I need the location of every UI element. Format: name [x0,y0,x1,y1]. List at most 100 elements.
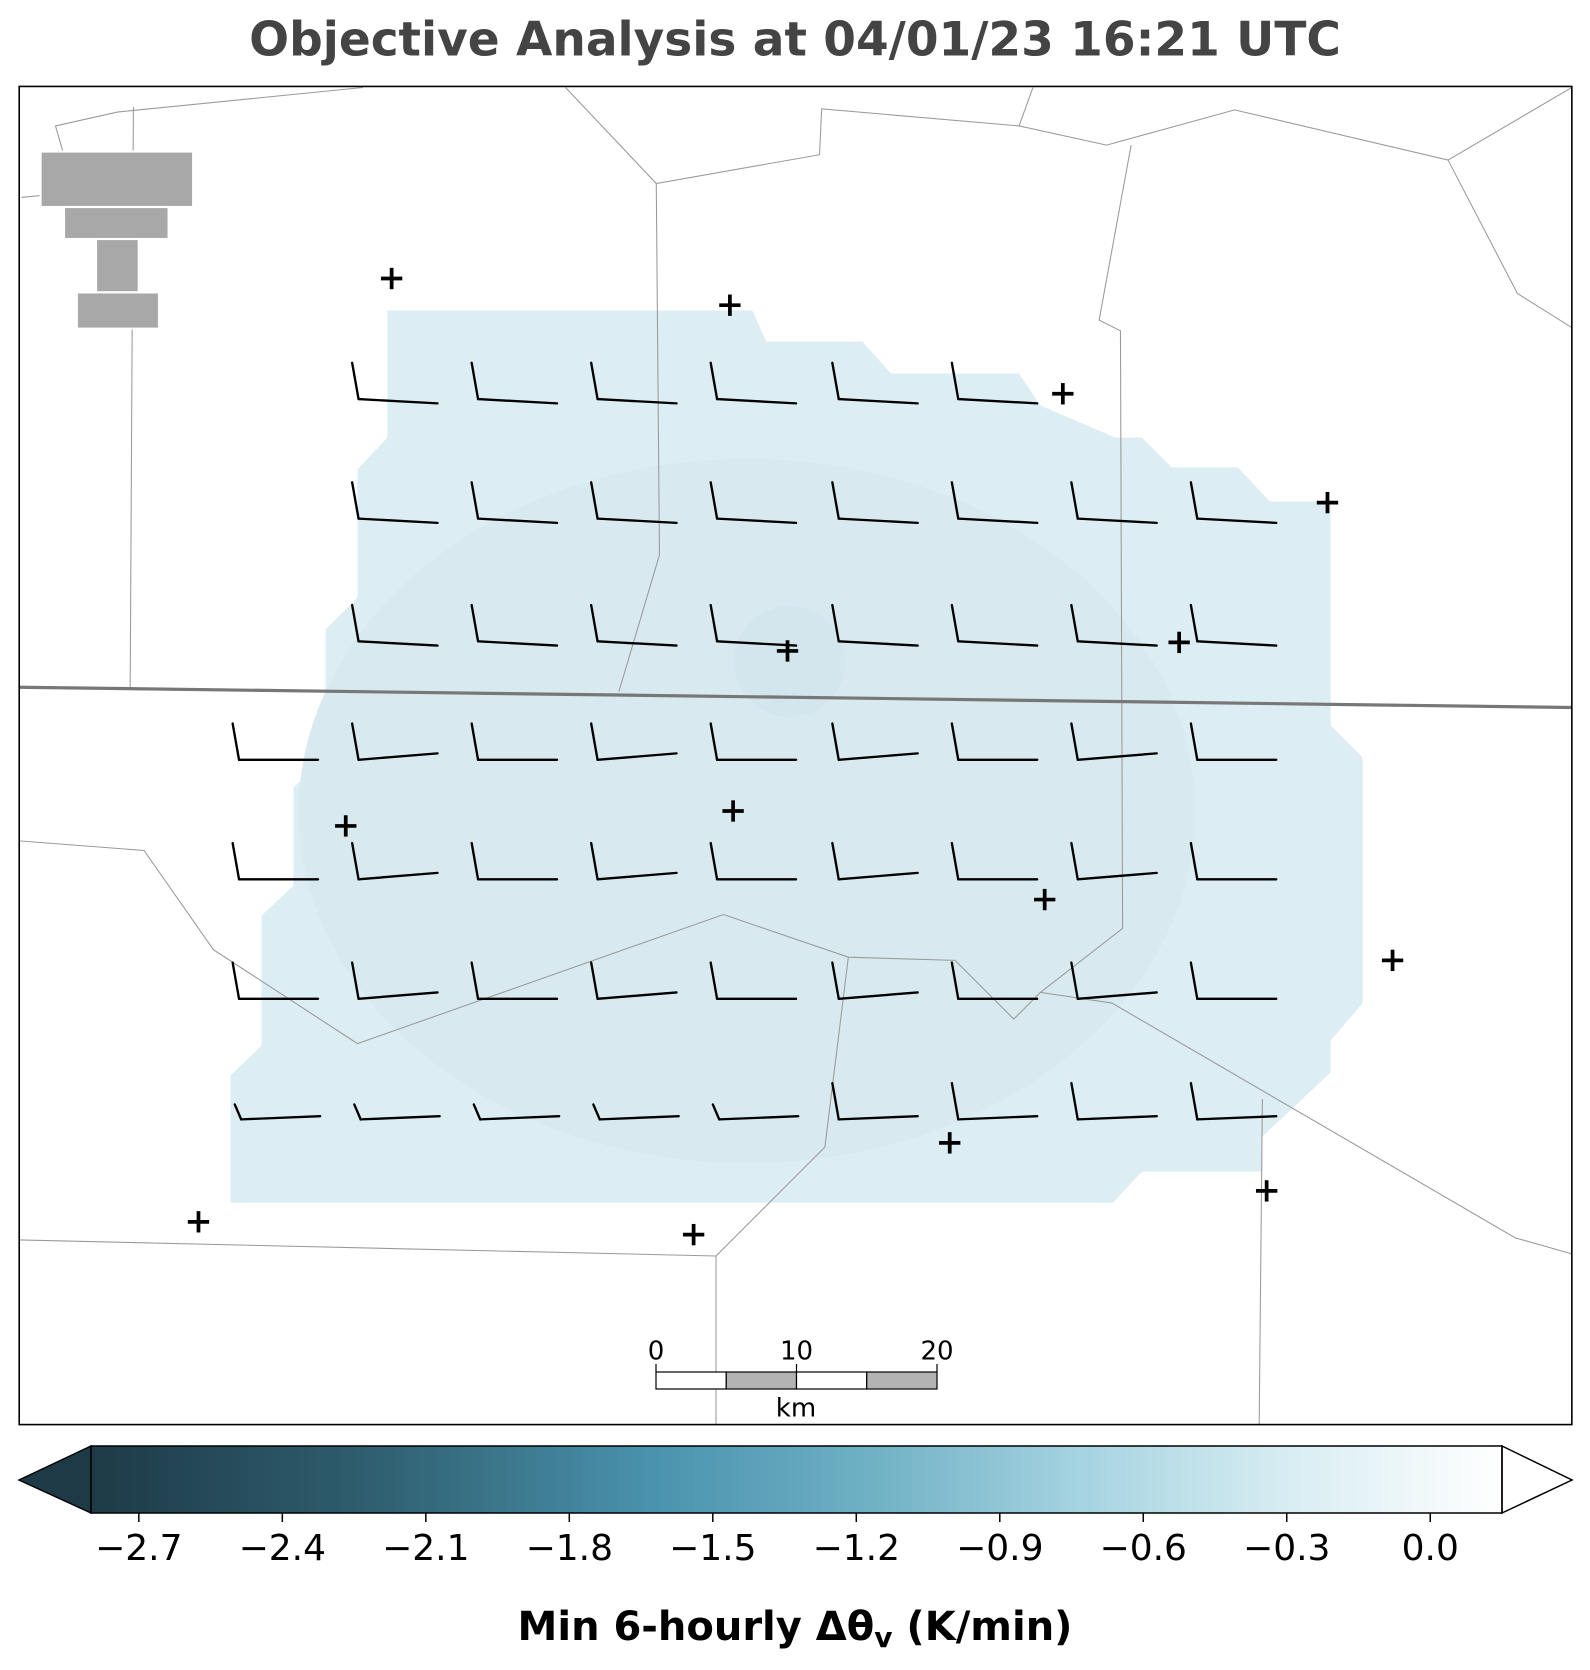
wind-barb-flag [1070,841,1079,881]
wind-barb [357,640,439,647]
scale-unit: km [776,1394,816,1424]
scale-segment [866,1371,938,1390]
wind-barb [837,991,919,1000]
colorbar-tick-label: −2.1 [382,1528,469,1569]
wind-barb [1196,1115,1278,1121]
wind-barb-flag [711,1103,721,1121]
wind-barb-flag [231,722,241,761]
wind-barb [715,640,798,647]
wind-barb-flag [1070,1081,1079,1121]
label-end: (K/min) [892,1604,1072,1650]
wind-barb-flag [589,603,599,643]
wind-barb [715,517,798,525]
colorbar-extend-max [1501,1444,1574,1515]
wind-barb [957,517,1039,525]
wind-barb-flag [231,961,241,1000]
wind-barb-flag [350,481,360,520]
colorbar-tick-label: −0.6 [1100,1528,1187,1569]
wind-barb-flag [350,841,360,881]
wind-barb-flag [950,722,960,761]
wind-barb-flag [589,722,599,761]
wind-barb-flag [950,841,960,881]
wind-barb [357,517,439,525]
wind-barb-flag [589,961,599,1000]
colorbar-body [91,1446,1502,1513]
wind-barb-flag [709,361,719,401]
wind-barb-flag [1070,961,1079,1000]
wind-barb-flag [592,1103,601,1121]
scale-tick-label: 0 [648,1337,665,1367]
wind-barb-flag [470,841,480,881]
wind-barb [837,640,919,647]
wind-barb-flag [831,361,840,401]
wind-barb-flag [1189,961,1199,1000]
wind-barb-flag [1070,481,1079,520]
wind-barb-flag [350,722,360,761]
analysis-shading [298,458,1196,1164]
wind-barb-flag [709,961,719,1000]
wind-barb [957,1115,1039,1121]
colorbar [17,1444,1574,1515]
wind-barb [476,640,559,647]
colorbar-tick-label: −1.2 [813,1528,900,1569]
wind-barb-flag [470,481,480,520]
wind-barb-flag [350,603,360,643]
wind-barb [1076,517,1158,525]
wind-barb-flag [709,722,719,761]
logo [39,150,195,330]
wind-barb [1076,991,1158,1000]
wind-barb-flag [950,1081,960,1121]
wind-barb [476,517,559,525]
scale-segment [795,1371,868,1390]
map-frame [18,85,1573,1426]
wind-barb [1196,517,1278,525]
wind-barb-flag [589,361,599,401]
wind-barb [837,517,919,525]
wind-barb [598,1115,680,1121]
wind-barb [715,397,798,405]
wind-barb-flag [1189,481,1199,520]
wind-barb [357,871,439,881]
scale-bar: 0 10 20 [648,1337,954,1390]
wind-barb-flag [1070,603,1079,643]
wind-barb-flag [709,603,719,643]
wind-barb-flag [950,961,960,1000]
wind-barb-flag [831,841,840,881]
wind-barb [1196,640,1278,647]
title: Objective Analysis at 04/01/23 16:21 UTC [249,13,1341,68]
county-lines [19,86,1572,1425]
colorbar-label: Min 6-hourly Δθv (K/min) [518,1604,1073,1654]
wind-barb [837,397,919,405]
wind-barb-flag [950,361,960,401]
wind-barb [357,991,439,1000]
wind-barb [596,397,678,405]
colorbar-tick-label: −1.5 [669,1528,756,1569]
colorbar-outline [90,1445,1503,1514]
wind-barb [837,871,919,881]
wind-barb-flag [350,961,360,1000]
wind-barb-flag [1189,603,1199,643]
colorbar-tick-label: −1.8 [526,1528,613,1569]
scale-tick-label: 10 [780,1337,813,1367]
wind-barb-flag [950,603,960,643]
wind-barb-flag [950,481,960,520]
wind-barb-flag [709,481,719,520]
wind-barb-flag [1189,1081,1199,1121]
colorbar-tick-label: −0.9 [956,1528,1043,1569]
wind-barb-flag [231,841,241,881]
wind-barb-flag [1070,722,1079,761]
wind-barb [1076,640,1158,647]
wind-barb [239,1115,322,1121]
wind-barb-flag [353,1103,362,1121]
wind-barb-flag [709,841,719,881]
wind-barb [1076,752,1158,761]
wind-barb-flag [470,603,480,643]
colorbar-tick-label: −2.4 [239,1528,326,1569]
wind-barb-flag [831,603,840,643]
label-sub: v [874,1621,892,1654]
colorbar-ticks: −2.7 −2.4 −2.1 −1.8 −1.5 −1.2 −0.9 −0.6 −0.3 0.0 [95,1513,1459,1569]
wind-barb [476,397,559,405]
wind-barb [837,1115,919,1121]
map [18,85,1573,1426]
